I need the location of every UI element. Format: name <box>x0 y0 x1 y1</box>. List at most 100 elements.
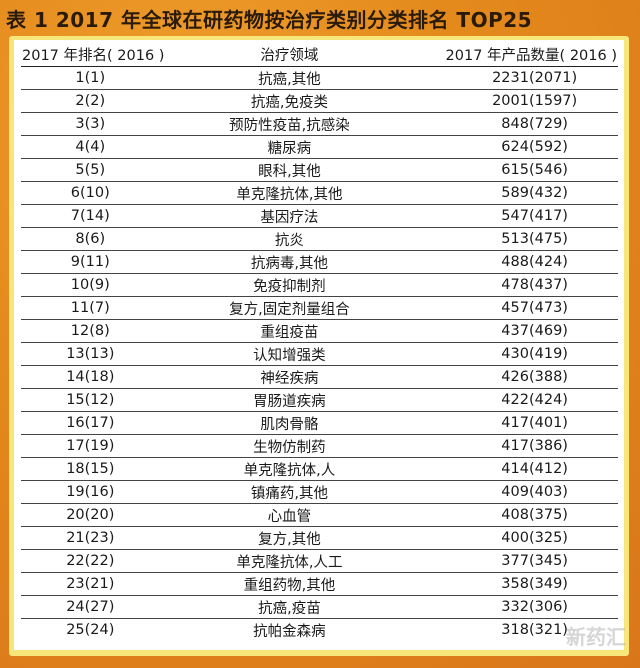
rank-cell: 21(23) <box>21 526 168 550</box>
rank-cell: 1(1) <box>21 66 168 90</box>
therapy-area-cell: 眼科,其他 <box>167 158 412 182</box>
product-count-cell: 437(469) <box>411 319 618 343</box>
rank-cell: 7(14) <box>21 204 168 228</box>
product-count-cell: 426(388) <box>411 365 618 389</box>
product-count-cell: 488(424) <box>411 250 618 274</box>
rank-cell: 9(11) <box>21 250 168 274</box>
product-count-cell: 400(325) <box>411 526 618 550</box>
therapy-area-cell: 单克隆抗体,其他 <box>167 181 412 205</box>
rank-cell: 13(13) <box>21 342 168 366</box>
therapy-area-cell: 抗癌,免疫类 <box>167 89 412 113</box>
table-row: 4(4) 糖尿病 624(592) <box>21 135 618 159</box>
product-count-cell: 2001(1597) <box>411 89 618 113</box>
rank-cell: 2(2) <box>21 89 168 113</box>
table-row: 2(2) 抗癌,免疫类 2001(1597) <box>21 89 618 113</box>
product-count-cell: 547(417) <box>411 204 618 228</box>
table-row: 22(22) 单克隆抗体,人工 377(345) <box>21 549 618 573</box>
therapy-area-cell: 重组疫苗 <box>167 319 412 343</box>
rank-cell: 18(15) <box>21 457 168 481</box>
therapy-area-cell: 单克隆抗体,人工 <box>167 549 412 573</box>
table-row: 3(3) 预防性疫苗,抗感染 848(729) <box>21 112 618 136</box>
rank-cell: 8(6) <box>21 227 168 251</box>
table-row: 19(16) 镇痛药,其他 409(403) <box>21 480 618 504</box>
ranking-table: 2017 年排名( 2016 ) 治疗领域 2017 年产品数量( 2016 )… <box>21 42 618 641</box>
product-count-cell: 408(375) <box>411 503 618 527</box>
rank-cell: 3(3) <box>21 112 168 136</box>
therapy-area-cell: 抗帕金森病 <box>253 623 326 640</box>
table-row: 14(18) 神经疾病 426(388) <box>21 365 618 389</box>
product-count-cell: 624(592) <box>411 135 618 159</box>
therapy-area-cell: 预防性疫苗,抗感染 <box>167 112 412 136</box>
table-panel: 2017 年排名( 2016 ) 治疗领域 2017 年产品数量( 2016 )… <box>9 36 629 656</box>
product-count-cell: 589(432) <box>411 181 618 205</box>
rank-cell: 17(19) <box>21 434 168 458</box>
product-count-cell: 377(345) <box>411 549 618 573</box>
product-count-cell: 478(437) <box>411 273 618 297</box>
table-row: 21(23) 复方,其他 400(325) <box>21 526 618 550</box>
therapy-area-cell: 抗癌,疫苗 <box>167 595 412 619</box>
table-row: 1(1) 抗癌,其他 2231(2071) <box>21 66 618 90</box>
product-count-cell: 318(321) <box>501 622 568 638</box>
therapy-area-cell: 基因疗法 <box>167 204 412 228</box>
product-count-cell: 848(729) <box>411 112 618 136</box>
table-row: 8(6) 抗炎 513(475) <box>21 227 618 251</box>
product-count-cell: 414(412) <box>411 457 618 481</box>
product-count-cell: 430(419) <box>411 342 618 366</box>
table-row: 11(7) 复方,固定剂量组合 457(473) <box>21 296 618 320</box>
product-count-cell: 417(386) <box>411 434 618 458</box>
therapy-area-cell: 复方,固定剂量组合 <box>167 296 412 320</box>
rank-cell: 6(10) <box>21 181 168 205</box>
table-row: 13(13) 认知增强类 430(419) <box>21 342 618 366</box>
rank-cell: 11(7) <box>21 296 168 320</box>
therapy-area-cell: 免疫抑制剂 <box>167 273 412 297</box>
product-count-cell: 513(475) <box>411 227 618 251</box>
product-count-cell: 332(306) <box>411 595 618 619</box>
therapy-area-cell: 神经疾病 <box>167 365 412 389</box>
table-row: 20(20) 心血管 408(375) <box>21 503 618 527</box>
table-row: 10(9) 免疫抑制剂 478(437) <box>21 273 618 297</box>
therapy-area-cell: 抗癌,其他 <box>167 66 412 90</box>
rank-cell: 25(24) <box>66 622 115 638</box>
rank-cell: 24(27) <box>21 595 168 619</box>
table-title: 表 1 2017 年全球在研药物按治疗类别分类排名 TOP25 <box>6 8 533 32</box>
therapy-area-cell: 认知增强类 <box>167 342 412 366</box>
rank-cell: 19(16) <box>21 480 168 504</box>
table-row: 7(14) 基因疗法 547(417) <box>21 204 618 228</box>
header-therapy-area: 治疗领域 <box>167 42 412 67</box>
product-count-cell: 2231(2071) <box>411 66 618 90</box>
therapy-area-cell: 重组药物,其他 <box>167 572 412 596</box>
table-row: 24(27) 抗癌,疫苗 332(306) <box>21 595 618 619</box>
therapy-area-cell: 镇痛药,其他 <box>167 480 412 504</box>
table-row: 16(17) 肌肉骨骼 417(401) <box>21 411 618 435</box>
rank-cell: 16(17) <box>21 411 168 435</box>
product-count-cell: 358(349) <box>411 572 618 596</box>
header-product-count: 2017 年产品数量( 2016 ) <box>411 42 618 67</box>
table-row: 17(19) 生物仿制药 417(386) <box>21 434 618 458</box>
therapy-area-cell: 生物仿制药 <box>167 434 412 458</box>
product-count-cell: 615(546) <box>411 158 618 182</box>
table-row: 12(8) 重组疫苗 437(469) <box>21 319 618 343</box>
rank-cell: 10(9) <box>21 273 168 297</box>
product-count-cell: 409(403) <box>411 480 618 504</box>
table-row: 9(11) 抗病毒,其他 488(424) <box>21 250 618 274</box>
rank-cell: 12(8) <box>21 319 168 343</box>
product-count-cell: 422(424) <box>411 388 618 412</box>
therapy-area-cell: 糖尿病 <box>167 135 412 159</box>
therapy-area-cell: 复方,其他 <box>167 526 412 550</box>
table-row: 6(10) 单克隆抗体,其他 589(432) <box>21 181 618 205</box>
product-count-cell: 457(473) <box>411 296 618 320</box>
rank-cell: 5(5) <box>21 158 168 182</box>
watermark-logo: 新药汇 <box>566 625 626 649</box>
therapy-area-cell: 肌肉骨骼 <box>167 411 412 435</box>
therapy-area-cell: 心血管 <box>167 503 412 527</box>
therapy-area-cell: 胃肠道疾病 <box>167 388 412 412</box>
rank-cell: 4(4) <box>21 135 168 159</box>
table-row: 23(21) 重组药物,其他 358(349) <box>21 572 618 596</box>
product-count-cell: 417(401) <box>411 411 618 435</box>
header-rank: 2017 年排名( 2016 ) <box>21 42 168 67</box>
rank-cell: 15(12) <box>21 388 168 412</box>
table-row: 18(15) 单克隆抗体,人 414(412) <box>21 457 618 481</box>
therapy-area-cell: 抗病毒,其他 <box>167 250 412 274</box>
table-row: 15(12) 胃肠道疾病 422(424) <box>21 388 618 412</box>
rank-cell: 14(18) <box>21 365 168 389</box>
